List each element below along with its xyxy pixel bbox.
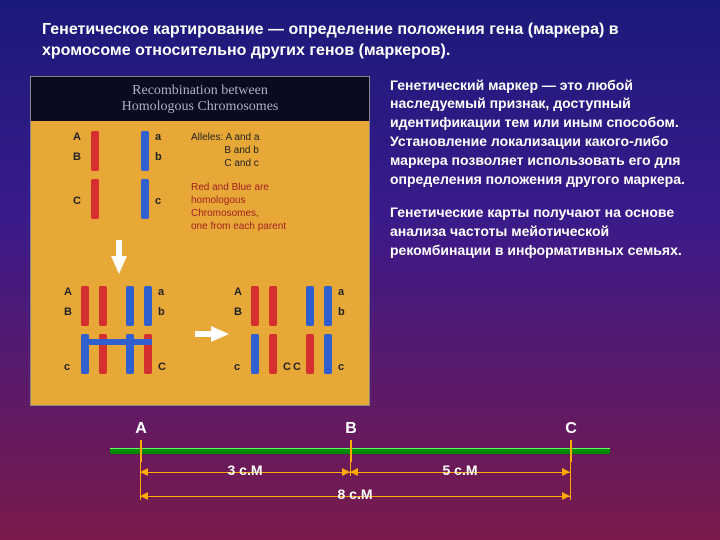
map-label-B: B xyxy=(345,420,357,438)
label-a2: a xyxy=(158,286,164,298)
chrom-red-top2 xyxy=(91,179,99,219)
label-C: C xyxy=(73,195,81,207)
chrom-blue-bl4 xyxy=(144,286,152,326)
paragraph-1: Генетический маркер — это любой наследуе… xyxy=(390,76,690,189)
label-B: B xyxy=(73,151,81,163)
label-c: c xyxy=(155,195,161,207)
arrow-down-icon xyxy=(111,256,127,274)
label-B2: B xyxy=(64,306,72,318)
chrom-note-1: Red and Blue are xyxy=(191,182,269,193)
chrom-note: Red and Blue are homologous Chromosomes,… xyxy=(191,181,286,233)
chrom-note-4: one from each parent xyxy=(191,221,286,232)
cross-bar xyxy=(81,339,152,345)
tick-A xyxy=(140,440,142,462)
tick-B xyxy=(350,440,352,462)
map-label-C: C xyxy=(565,420,577,438)
recombination-figure: Recombination between Homologous Chromos… xyxy=(30,76,370,406)
label-A2: A xyxy=(64,286,72,298)
label-C4: C xyxy=(293,361,301,373)
label-A3: A xyxy=(234,286,242,298)
dim-AB-text: 3 с.М xyxy=(227,462,262,478)
label-C3: C xyxy=(283,361,291,373)
chrom-blue-br3 xyxy=(306,286,314,326)
allele-line-1: B and b xyxy=(224,145,258,156)
paragraph-2: Генетические карты получают на основе ан… xyxy=(390,203,690,260)
tick-C xyxy=(570,440,572,462)
chrom-blue-top2 xyxy=(141,179,149,219)
chrom-red-br2b xyxy=(269,334,277,374)
label-b2: b xyxy=(158,306,165,318)
chrom-note-3: Chromosomes, xyxy=(191,208,259,219)
chrom-red-br1 xyxy=(251,286,259,326)
chrom-blue-bl3 xyxy=(126,286,134,326)
chrom-blue-top xyxy=(141,131,149,171)
label-c3: c xyxy=(234,361,240,373)
label-B3: B xyxy=(234,306,242,318)
allele-line-0: A and a xyxy=(225,132,259,143)
chrom-red-bl1 xyxy=(81,286,89,326)
label-A: A xyxy=(73,131,81,143)
map-line xyxy=(110,448,610,454)
genetic-map: A B C 3 с.М 5 с.М 8 с.М xyxy=(30,422,690,512)
dim-AC-text: 8 с.М xyxy=(337,486,372,502)
figure-title-line1: Recombination between xyxy=(132,83,268,98)
label-a: a xyxy=(155,131,161,143)
chrom-blue-br4 xyxy=(324,286,332,326)
dim-BC-text: 5 с.М xyxy=(442,462,477,478)
chrom-blue-br1b xyxy=(251,334,259,374)
label-C2: C xyxy=(158,361,166,373)
label-a3: a xyxy=(338,286,344,298)
figure-body: A B C a b c Alleles: A and a B and b C a… xyxy=(31,121,369,401)
content-row: Recombination between Homologous Chromos… xyxy=(30,76,690,406)
chrom-red-bl2 xyxy=(99,286,107,326)
alleles-heading: Alleles: xyxy=(191,132,223,143)
label-b: b xyxy=(155,151,162,163)
label-c2: c xyxy=(64,361,70,373)
label-c4: c xyxy=(338,361,344,373)
page-title: Генетическое картирование — определение … xyxy=(42,20,690,62)
arrow-right-icon xyxy=(211,326,229,342)
chrom-red-br3b xyxy=(306,334,314,374)
vtick-C xyxy=(570,462,571,500)
chrom-red-br2 xyxy=(269,286,277,326)
alleles-text: Alleles: A and a B and b C and c xyxy=(191,131,259,170)
chrom-blue-br4b xyxy=(324,334,332,374)
right-text: Генетический маркер — это любой наследуе… xyxy=(390,76,690,406)
chrom-note-2: homologous xyxy=(191,195,245,206)
label-b3: b xyxy=(338,306,345,318)
figure-title: Recombination between Homologous Chromos… xyxy=(31,77,369,121)
figure-title-line2: Homologous Chromosomes xyxy=(122,99,279,114)
chrom-red-top xyxy=(91,131,99,171)
allele-line-2: C and c xyxy=(224,158,258,169)
map-label-A: A xyxy=(135,420,147,438)
